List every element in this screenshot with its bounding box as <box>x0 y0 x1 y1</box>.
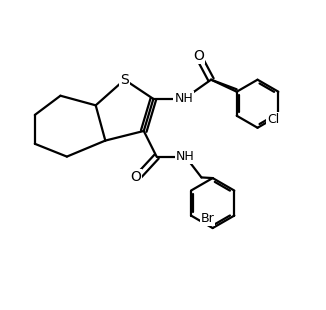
Text: Cl: Cl <box>267 113 279 126</box>
Text: S: S <box>120 73 129 87</box>
Text: O: O <box>193 49 204 63</box>
Text: Br: Br <box>200 212 215 225</box>
Text: O: O <box>130 170 141 184</box>
Text: NH: NH <box>174 92 193 105</box>
Text: NH: NH <box>176 150 195 163</box>
